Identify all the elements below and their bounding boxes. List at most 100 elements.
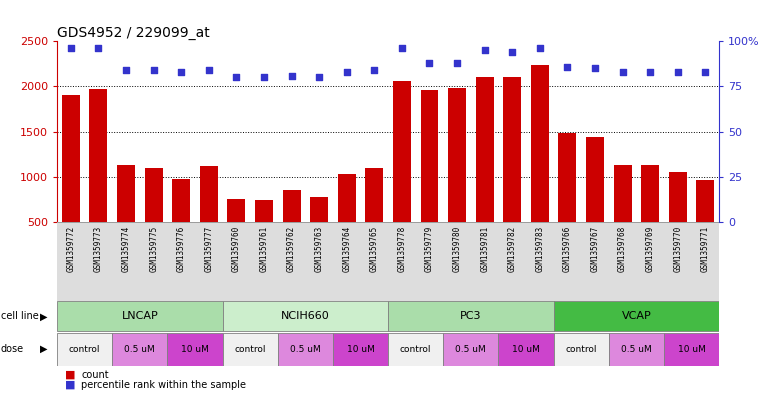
Text: GSM1359770: GSM1359770 xyxy=(673,226,683,272)
Bar xyxy=(90,89,107,222)
Text: GSM1359768: GSM1359768 xyxy=(618,226,627,272)
Bar xyxy=(117,165,135,222)
Point xyxy=(285,72,298,79)
Point xyxy=(65,45,77,51)
Text: GSM1359774: GSM1359774 xyxy=(122,226,131,272)
Text: 0.5 uM: 0.5 uM xyxy=(456,345,486,354)
Text: GSM1359764: GSM1359764 xyxy=(342,226,352,272)
Text: ■: ■ xyxy=(65,380,75,390)
Point xyxy=(479,47,491,53)
Point xyxy=(175,69,187,75)
Point xyxy=(699,69,712,75)
Bar xyxy=(333,333,388,365)
Point xyxy=(589,65,601,72)
Bar xyxy=(421,90,438,222)
Bar xyxy=(365,168,384,222)
Text: GDS4952 / 229099_at: GDS4952 / 229099_at xyxy=(57,26,210,40)
Text: control: control xyxy=(69,345,100,354)
Bar xyxy=(393,81,411,222)
Point xyxy=(202,67,215,73)
Point xyxy=(368,67,380,73)
Bar xyxy=(642,165,659,222)
Text: GSM1359776: GSM1359776 xyxy=(177,226,186,272)
Text: GSM1359767: GSM1359767 xyxy=(591,226,600,272)
Bar xyxy=(669,172,686,222)
Text: 0.5 uM: 0.5 uM xyxy=(621,345,651,354)
Text: GSM1359779: GSM1359779 xyxy=(425,226,434,272)
Point xyxy=(396,45,408,51)
Text: GSM1359760: GSM1359760 xyxy=(232,226,241,272)
Text: ■: ■ xyxy=(65,370,75,380)
Text: control: control xyxy=(234,345,266,354)
Text: 0.5 uM: 0.5 uM xyxy=(125,345,155,354)
Point xyxy=(313,74,325,81)
Text: 10 uM: 10 uM xyxy=(512,345,540,354)
Point xyxy=(423,60,435,66)
Point xyxy=(120,67,132,73)
Bar xyxy=(388,301,553,331)
Text: control: control xyxy=(400,345,431,354)
Text: count: count xyxy=(81,370,109,380)
Text: GSM1359772: GSM1359772 xyxy=(66,226,75,272)
Bar xyxy=(448,88,466,222)
Text: GSM1359775: GSM1359775 xyxy=(149,226,158,272)
Text: PC3: PC3 xyxy=(460,311,482,321)
Text: 0.5 uM: 0.5 uM xyxy=(290,345,320,354)
Bar xyxy=(498,333,553,365)
Point xyxy=(231,74,243,81)
Text: GSM1359766: GSM1359766 xyxy=(563,226,572,272)
Text: GSM1359780: GSM1359780 xyxy=(453,226,462,272)
Bar xyxy=(278,333,333,365)
Text: GSM1359777: GSM1359777 xyxy=(204,226,213,272)
Bar xyxy=(62,95,80,222)
Bar xyxy=(696,180,715,222)
Point xyxy=(616,69,629,75)
Text: dose: dose xyxy=(1,344,24,354)
Text: GSM1359783: GSM1359783 xyxy=(535,226,544,272)
Bar xyxy=(553,301,719,331)
Bar xyxy=(664,333,719,365)
Bar xyxy=(609,333,664,365)
Text: GSM1359765: GSM1359765 xyxy=(370,226,379,272)
Text: GSM1359778: GSM1359778 xyxy=(397,226,406,272)
Bar xyxy=(172,179,190,222)
Bar xyxy=(113,333,167,365)
Bar xyxy=(503,77,521,222)
Text: GSM1359762: GSM1359762 xyxy=(287,226,296,272)
Point xyxy=(644,69,656,75)
Text: 10 uM: 10 uM xyxy=(677,345,705,354)
Bar xyxy=(388,333,443,365)
Text: VCAP: VCAP xyxy=(622,311,651,321)
Bar xyxy=(553,333,609,365)
Bar xyxy=(476,77,494,222)
Point xyxy=(148,67,160,73)
Text: 10 uM: 10 uM xyxy=(181,345,209,354)
Bar xyxy=(57,333,113,365)
Text: GSM1359781: GSM1359781 xyxy=(480,226,489,272)
Bar xyxy=(228,199,245,222)
Bar xyxy=(167,333,222,365)
Text: GSM1359761: GSM1359761 xyxy=(260,226,269,272)
Bar xyxy=(200,166,218,222)
Bar xyxy=(613,165,632,222)
Bar xyxy=(222,301,388,331)
Text: GSM1359773: GSM1359773 xyxy=(94,226,103,272)
Bar xyxy=(57,301,222,331)
Text: control: control xyxy=(565,345,597,354)
Point xyxy=(341,69,353,75)
Text: ▶: ▶ xyxy=(40,344,47,354)
Bar xyxy=(531,65,549,222)
Text: 10 uM: 10 uM xyxy=(346,345,374,354)
Bar xyxy=(559,132,576,222)
Bar xyxy=(255,200,273,222)
Bar xyxy=(310,197,328,222)
Point xyxy=(451,60,463,66)
Text: GSM1359763: GSM1359763 xyxy=(314,226,323,272)
Text: GSM1359771: GSM1359771 xyxy=(701,226,710,272)
Bar xyxy=(586,137,604,222)
Point xyxy=(506,49,518,55)
Point xyxy=(533,45,546,51)
Text: NCIH660: NCIH660 xyxy=(281,311,330,321)
Point xyxy=(258,74,270,81)
Bar xyxy=(338,174,355,222)
